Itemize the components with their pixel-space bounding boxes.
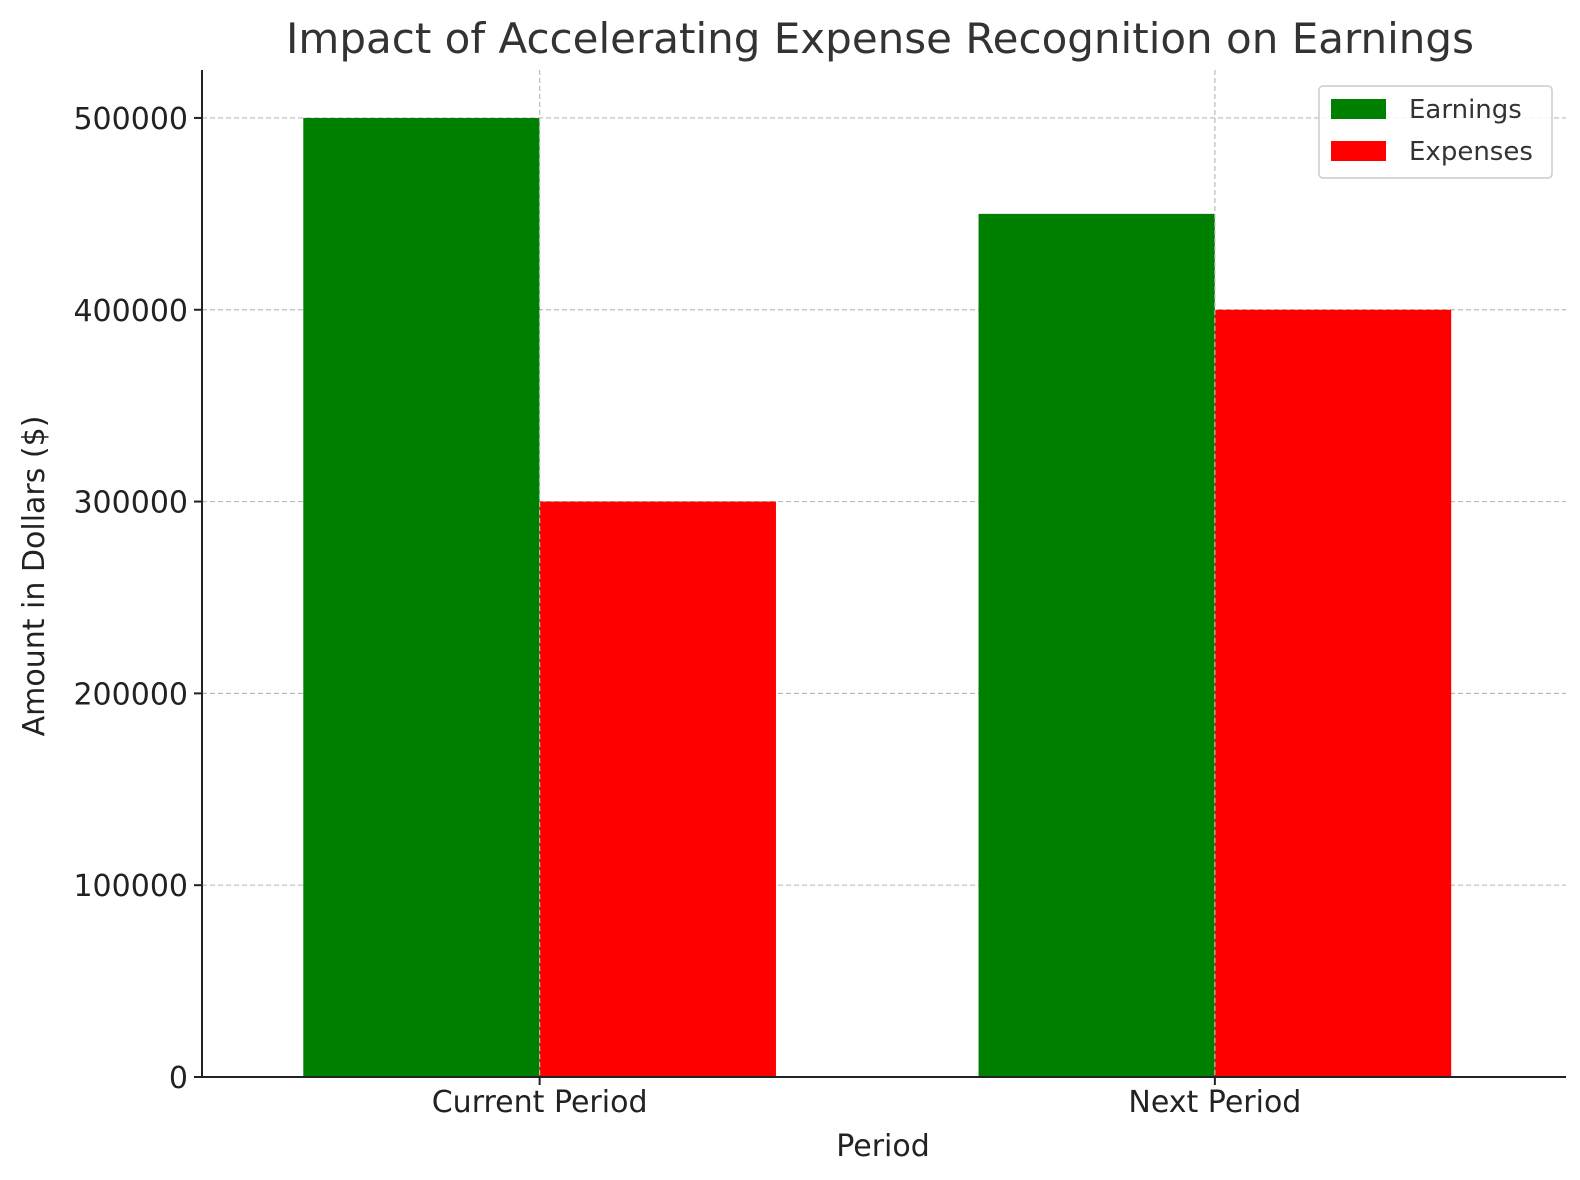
legend: Earnings Expenses [1318, 85, 1553, 179]
y-axis-label: Amount in Dollars ($) [17, 416, 52, 737]
x-tick-label: Current Period [432, 1085, 648, 1120]
y-ticks: 0 100000 200000 300000 400000 500000 [73, 102, 202, 1096]
bar-earnings-current-period [303, 117, 540, 1077]
bar-expenses-current-period [539, 501, 776, 1078]
bars [303, 117, 1452, 1078]
x-tick-label: Next Period [1128, 1085, 1301, 1120]
bar-expenses-next-period [1214, 309, 1452, 1077]
y-tick-label: 200000 [73, 677, 188, 712]
legend-label-earnings: Earnings [1409, 95, 1522, 125]
chart-title: Impact of Accelerating Expense Recogniti… [286, 14, 1474, 63]
x-axis-label: Period [836, 1129, 930, 1164]
y-tick-label: 0 [169, 1061, 188, 1096]
legend-label-expenses: Expenses [1409, 137, 1533, 167]
y-tick-label: 400000 [73, 294, 188, 329]
bar-earnings-next-period [978, 213, 1215, 1077]
y-tick-label: 100000 [73, 869, 188, 904]
legend-swatch-expenses [1331, 141, 1386, 161]
y-tick-label: 500000 [73, 102, 188, 137]
legend-swatch-earnings [1331, 99, 1386, 119]
y-tick-label: 300000 [73, 486, 188, 521]
x-ticks: Current Period Next Period [432, 1077, 1301, 1120]
